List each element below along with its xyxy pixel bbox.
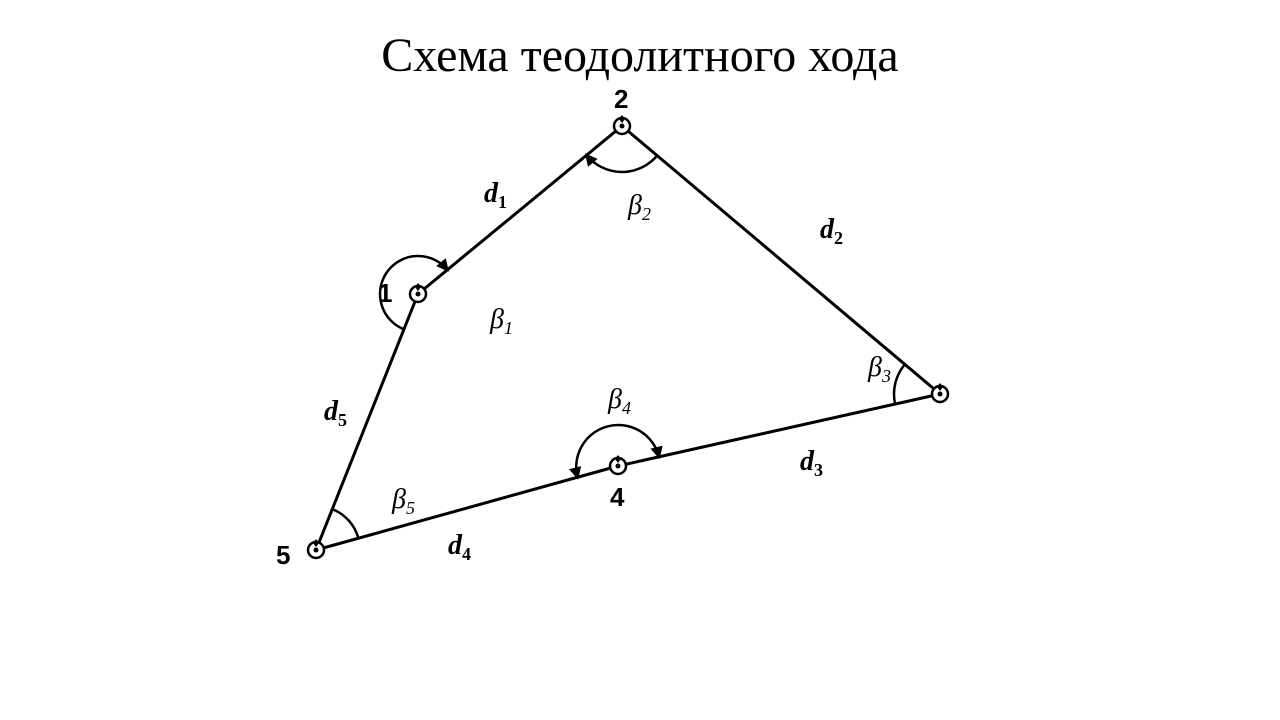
station-dot-3 [938, 392, 943, 397]
angle-arc-5 [332, 509, 358, 538]
traverse-diagram: d1 d2 d3 d4 d5 β1 β2 β3 β4 β5 1 2 4 5 [0, 0, 1280, 720]
edge-label-d5: d5 [324, 396, 347, 430]
angle-arc-2 [587, 155, 658, 172]
edge-3-4 [618, 394, 940, 466]
station-label-2: 2 [614, 84, 628, 114]
edge-1-2 [418, 126, 622, 294]
edge-4-5 [316, 466, 618, 550]
edge-label-d2: d2 [820, 214, 843, 248]
station-label-4: 4 [610, 482, 625, 512]
station-dot-5 [314, 548, 319, 553]
station-dot-2 [620, 124, 625, 129]
angle-label-b3: β3 [867, 352, 891, 386]
station-dot-4 [616, 464, 621, 469]
angle-label-b1: β1 [489, 304, 513, 338]
angle-label-b4: β4 [607, 384, 631, 418]
angle-arc-3 [894, 364, 905, 404]
edge-2-3 [622, 126, 940, 394]
edge-label-d3: d3 [800, 446, 823, 480]
angle-label-b2: β2 [627, 190, 651, 224]
edge-label-d1: d1 [484, 178, 507, 212]
station-label-5: 5 [276, 540, 290, 570]
angle-label-b5: β5 [391, 484, 415, 518]
station-label-1: 1 [378, 278, 392, 308]
edge-label-d4: d4 [448, 530, 471, 564]
station-dot-1 [416, 292, 421, 297]
